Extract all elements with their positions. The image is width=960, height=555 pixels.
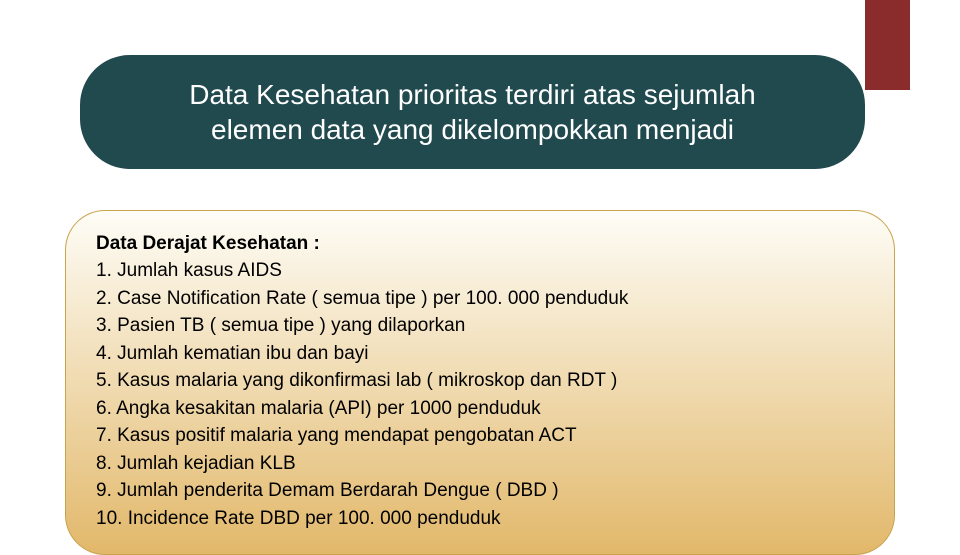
- accent-bar: [865, 0, 910, 90]
- list-item: 4. Jumlah kematian ibu dan bayi: [96, 340, 864, 368]
- list-item: 3. Pasien TB ( semua tipe ) yang dilapor…: [96, 312, 864, 340]
- title-banner: Data Kesehatan prioritas terdiri atas se…: [80, 55, 865, 169]
- list-item: 8. Jumlah kejadian KLB: [96, 450, 864, 478]
- content-box: Data Derajat Kesehatan : 1. Jumlah kasus…: [65, 210, 895, 555]
- list-item: 7. Kasus positif malaria yang mendapat p…: [96, 422, 864, 450]
- list-item: 5. Kasus malaria yang dikonfirmasi lab (…: [96, 367, 864, 395]
- list-item: 6. Angka kesakitan malaria (API) per 100…: [96, 395, 864, 423]
- list-item: 9. Jumlah penderita Demam Berdarah Dengu…: [96, 477, 864, 505]
- content-list: 1. Jumlah kasus AIDS 2. Case Notificatio…: [96, 257, 864, 532]
- title-line-1: Data Kesehatan prioritas terdiri atas se…: [150, 77, 795, 112]
- title-line-2: elemen data yang dikelompokkan menjadi: [150, 112, 795, 147]
- list-item: 1. Jumlah kasus AIDS: [96, 257, 864, 285]
- content-heading: Data Derajat Kesehatan :: [96, 233, 864, 255]
- list-item: 10. Incidence Rate DBD per 100. 000 pend…: [96, 505, 864, 533]
- list-item: 2. Case Notification Rate ( semua tipe )…: [96, 285, 864, 313]
